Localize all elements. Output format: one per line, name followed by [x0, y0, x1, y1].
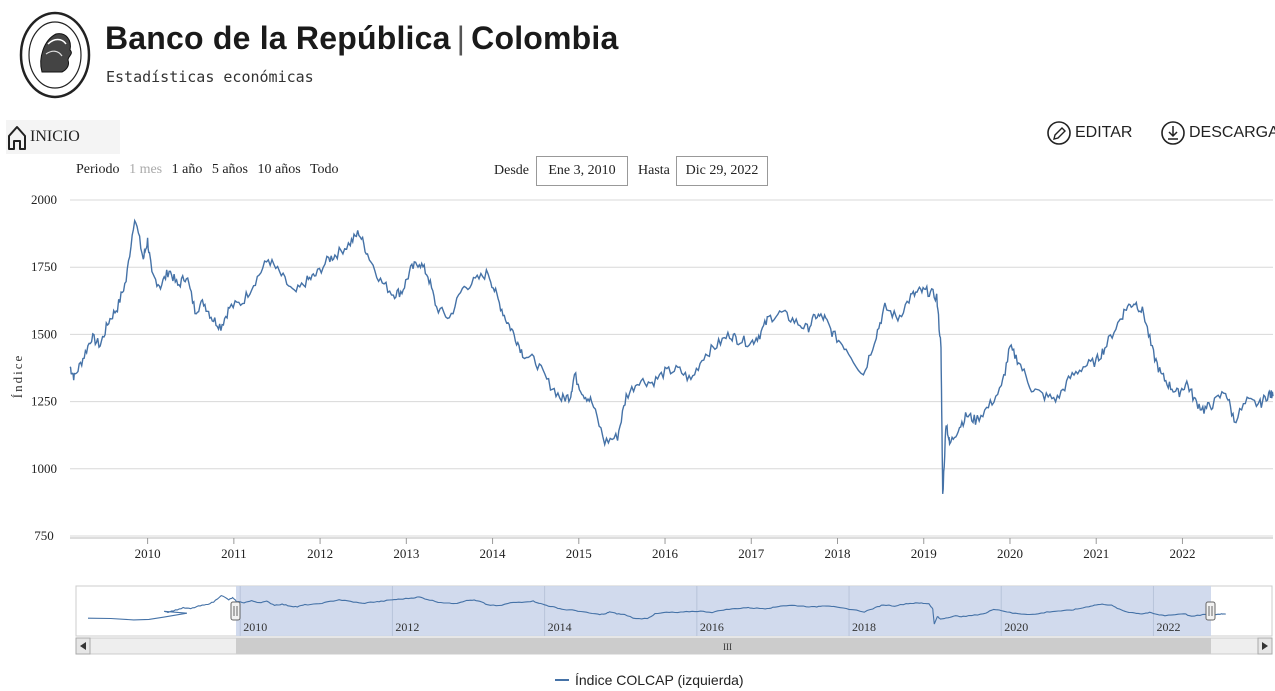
to-label: Hasta: [638, 163, 670, 178]
y-tick-label: 1500: [31, 326, 57, 341]
period-label: Periodo: [76, 162, 120, 177]
y-tick-label: 2000: [31, 192, 57, 207]
country-name: Colombia: [471, 20, 619, 56]
brand-title: Banco de la República | Colombia: [105, 20, 619, 57]
home-icon: [8, 126, 26, 150]
title-separator: |: [456, 20, 466, 56]
pencil-icon: [1047, 121, 1071, 145]
navigator-line: [87, 594, 1226, 625]
arrow-left-icon: [80, 642, 86, 650]
navigator-year-label: 2022: [1156, 620, 1180, 634]
navigator-year-labels: 2010 2012 2014 2016 2018 2020 2022: [243, 620, 1180, 634]
brand-subtitle: Estadísticas económicas: [106, 68, 314, 86]
chart-grid: [70, 199, 1273, 539]
navigator-year-label: 2010: [243, 620, 267, 634]
period-option-5-anos[interactable]: 5 años: [211, 162, 249, 177]
edit-label: EDITAR: [1075, 124, 1133, 141]
y-tick-label: 750: [34, 528, 54, 543]
range-navigator[interactable]: 2010 2012 2014 2016 2018 2020 2022 III: [0, 580, 1275, 660]
arrow-right-icon: [1262, 642, 1268, 650]
navigator-left-handle[interactable]: [230, 601, 241, 621]
period-option-todo[interactable]: Todo: [309, 162, 339, 177]
edit-button[interactable]: EDITAR: [1046, 118, 1132, 148]
from-date-input[interactable]: Ene 3, 2010: [536, 156, 628, 186]
scrollbar-grip: III: [723, 642, 732, 652]
colcap-chart: 750 1000 1250 1500 1750 2000 2010 2011 2012 2013…: [10, 192, 1274, 561]
home-label: INICIO: [30, 128, 80, 145]
period-selector: Periodo 1 mes 1 año 5 años 10 años Todo: [76, 162, 345, 178]
download-label: DESCARGAR: [1189, 124, 1275, 141]
x-tick-label: 2017: [738, 546, 765, 561]
x-tick-label: 2022: [1169, 546, 1195, 561]
navigator-year-label: 2020: [1004, 620, 1028, 634]
period-option-1-ano[interactable]: 1 año: [171, 162, 203, 177]
x-tick-label: 2021: [1083, 546, 1109, 561]
x-tick-label: 2013: [393, 546, 419, 561]
download-icon: [1161, 121, 1185, 145]
navigator-year-label: 2016: [700, 620, 724, 634]
navigator-year-label: 2014: [548, 620, 572, 634]
x-tick-label: 2020: [997, 546, 1023, 561]
download-button[interactable]: DESCARGAR: [1160, 118, 1275, 148]
x-tick-label: 2010: [135, 546, 161, 561]
y-axis-label: Índice: [10, 354, 25, 398]
y-tick-label: 1750: [31, 259, 57, 274]
x-tick-label: 2016: [652, 546, 679, 561]
from-label: Desde: [494, 163, 529, 178]
series-line-colcap: [69, 218, 1274, 494]
legend-swatch: [555, 679, 569, 681]
y-tick-label: 1250: [31, 394, 57, 409]
y-axis-ticks: 750 1000 1250 1500 1750 2000: [31, 192, 57, 543]
x-tick-label: 2014: [480, 546, 507, 561]
x-tick-label: 2019: [911, 546, 937, 561]
period-option-1-mes[interactable]: 1 mes: [129, 162, 163, 177]
bank-logo: [18, 10, 92, 100]
x-tick-label: 2018: [825, 546, 851, 561]
x-tick-label: 2012: [307, 546, 333, 561]
legend-label: Índice COLCAP (izquierda): [575, 672, 744, 688]
scrollbar-thumb[interactable]: [236, 638, 1211, 654]
bank-name: Banco de la República: [105, 20, 451, 56]
x-tick-label: 2011: [221, 546, 247, 561]
period-option-10-anos[interactable]: 10 años: [257, 162, 301, 177]
to-date-input[interactable]: Dic 29, 2022: [676, 156, 768, 186]
home-button[interactable]: INICIO: [6, 120, 120, 154]
chart-legend[interactable]: Índice COLCAP (izquierda): [555, 672, 744, 688]
navigator-year-label: 2012: [395, 620, 419, 634]
navigator-right-handle[interactable]: [1205, 601, 1216, 621]
navigator-selection[interactable]: [236, 586, 1211, 636]
y-tick-label: 1000: [31, 461, 57, 476]
x-tick-label: 2015: [566, 546, 592, 561]
x-axis-ticks: 2010 2011 2012 2013 2014 2015 2016 2017 2018 2019…: [135, 538, 1195, 561]
navigator-year-label: 2018: [852, 620, 876, 634]
